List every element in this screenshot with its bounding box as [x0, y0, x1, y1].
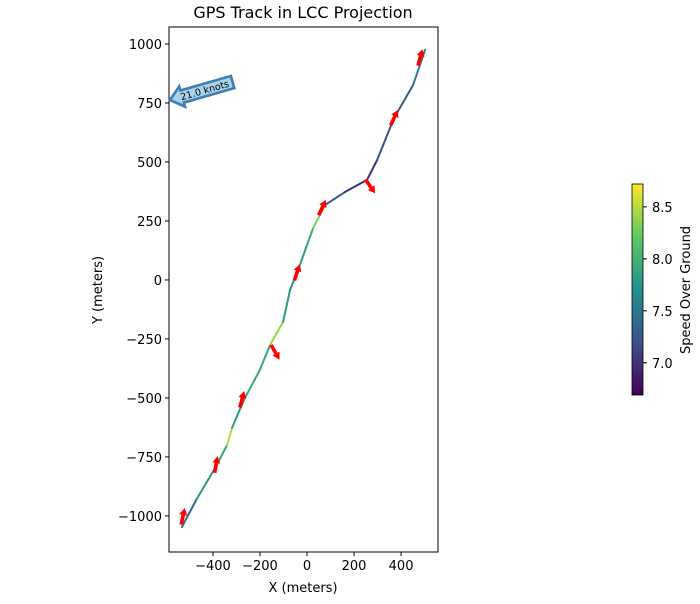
x-tick-label: −200	[242, 559, 278, 574]
heading-arrow-icon	[212, 456, 221, 474]
heading-arrow	[416, 49, 425, 67]
x-tick-label: 200	[342, 559, 367, 574]
y-tick-label: 0	[154, 274, 162, 289]
heading-arrow	[317, 199, 327, 216]
track-segment	[306, 227, 315, 247]
y-tick-label: 750	[137, 97, 162, 112]
x-tick-label: 0	[303, 559, 311, 574]
heading-arrow-icon	[317, 199, 327, 216]
track-segment	[195, 467, 217, 501]
heading-arrow-icon	[292, 264, 302, 282]
colorbar-label: Speed Over Ground	[679, 226, 694, 354]
track-segment	[226, 426, 234, 447]
heading-arrow-icon	[389, 109, 399, 127]
colorbar-tick-label: 8.5	[652, 201, 673, 216]
track-segment	[180, 498, 198, 528]
colorbar	[631, 183, 644, 396]
track-segment	[365, 159, 379, 181]
heading-arrow	[363, 178, 376, 194]
track-segment	[269, 320, 285, 346]
y-tick-label: 250	[137, 215, 162, 230]
x-tick-label: 400	[389, 559, 414, 574]
track-segment	[258, 343, 272, 371]
y-tick-label: −500	[126, 392, 162, 407]
heading-arrow	[179, 508, 188, 526]
x-axis-label: X (meters)	[268, 581, 337, 596]
y-tick-label: 500	[137, 156, 162, 171]
heading-arrow-icon	[238, 391, 247, 409]
y-tick-label: 1000	[129, 38, 162, 53]
chart-title: GPS Track in LCC Projection	[193, 3, 412, 22]
plot-frame	[168, 26, 439, 553]
track-segment	[344, 178, 368, 193]
colorbar-tick-label: 8.0	[652, 253, 673, 268]
x-tick-label: −400	[195, 559, 231, 574]
heading-arrow	[292, 264, 302, 282]
y-tick-label: −250	[126, 333, 162, 348]
y-tick-label: −1000	[118, 510, 162, 525]
annotation-arrow-icon	[168, 74, 236, 109]
heading-arrow-icon	[179, 508, 188, 526]
track-segment	[282, 288, 292, 323]
y-axis-label: Y (meters)	[91, 256, 106, 325]
track-segment	[243, 368, 261, 401]
heading-arrow	[212, 456, 221, 474]
heading-arrow	[238, 391, 247, 409]
heading-arrow	[269, 344, 280, 360]
colorbar-tick-label: 7.5	[652, 305, 673, 320]
y-tick-label: −750	[126, 451, 162, 466]
heading-arrow	[389, 109, 399, 127]
heading-arrow-icon	[363, 178, 376, 194]
colorbar-tick-label: 7.0	[652, 357, 673, 372]
heading-arrow-icon	[416, 49, 425, 67]
track-segment	[324, 190, 347, 206]
heading-arrow-icon	[269, 344, 280, 360]
annotation-callout: 21.0 knots	[168, 74, 236, 109]
